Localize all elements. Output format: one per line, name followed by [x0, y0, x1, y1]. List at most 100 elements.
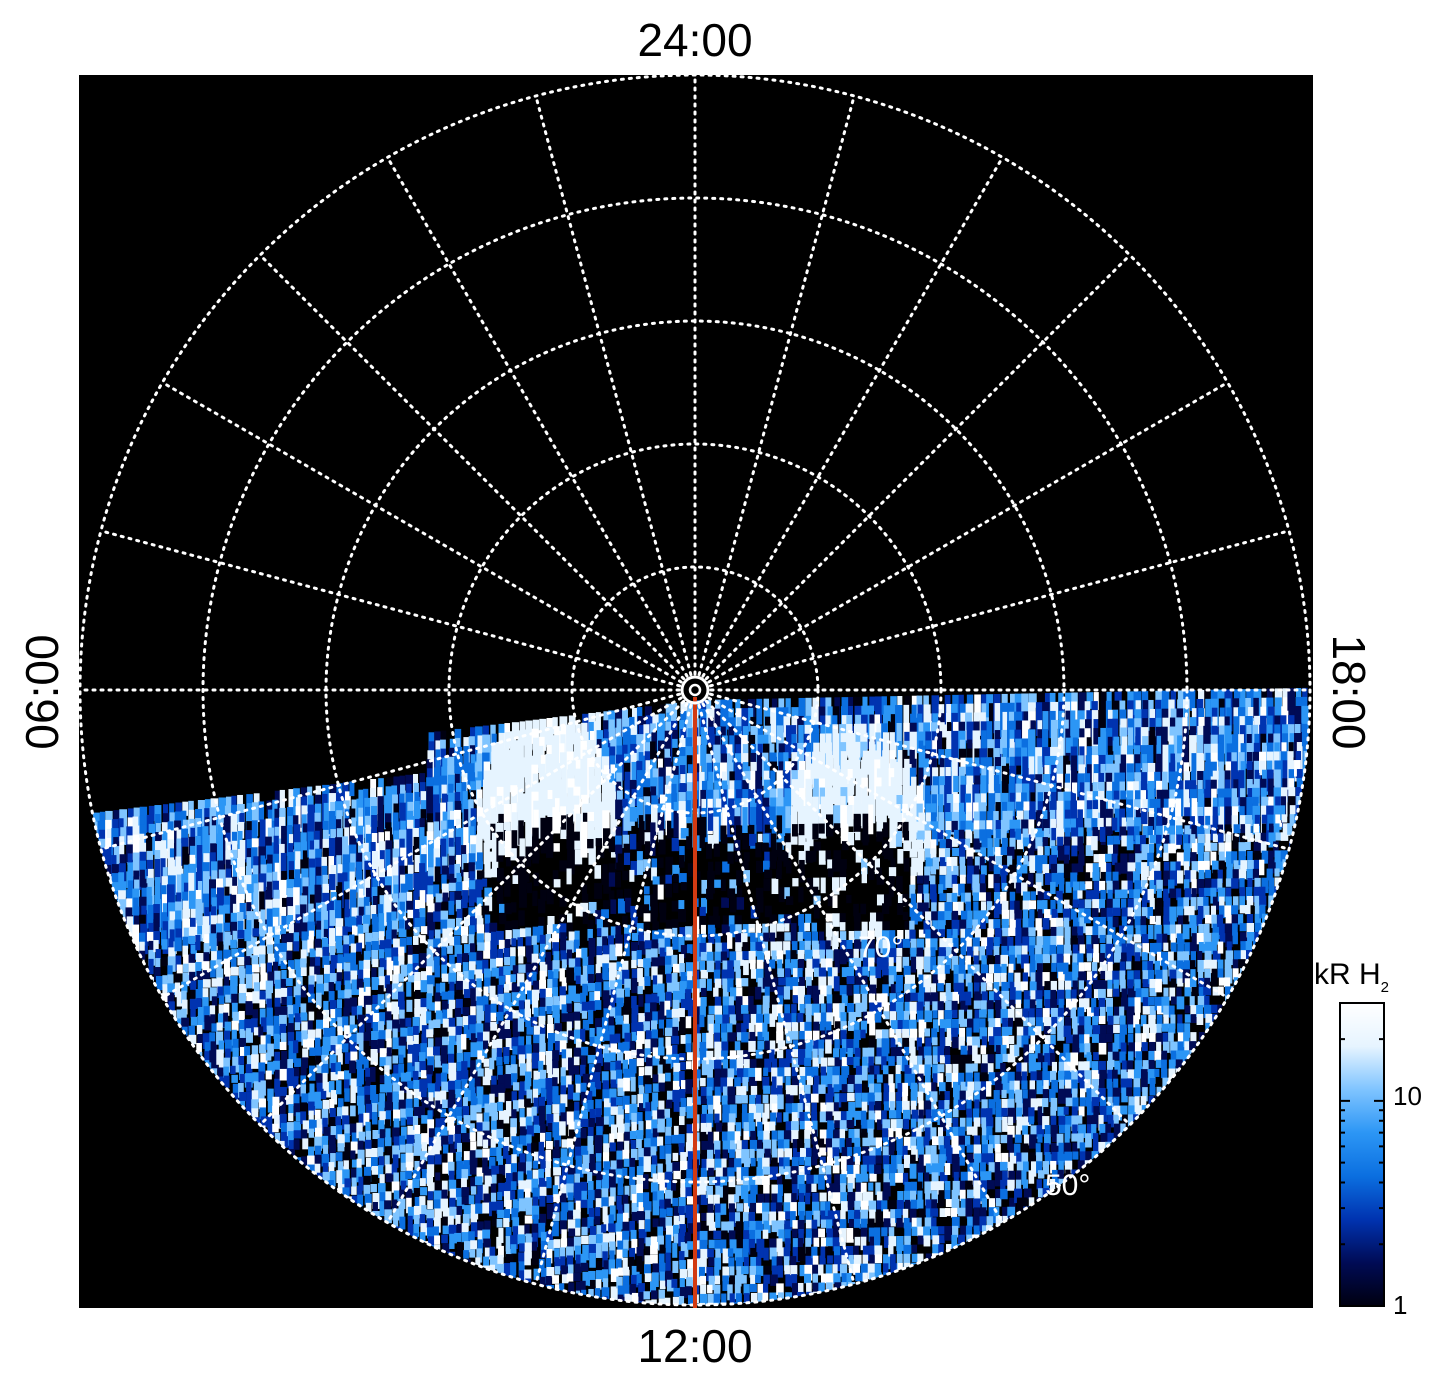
emission-pixel: [260, 909, 267, 928]
emission-pixel: [484, 869, 492, 878]
emission-pixel: [307, 1164, 316, 1176]
emission-pixel: [154, 886, 160, 904]
emission-pixel: [533, 1070, 541, 1083]
emission-pixel: [288, 924, 295, 935]
emission-pixel: [300, 1003, 307, 1018]
emission-pixel: [602, 954, 610, 969]
emission-pixel: [636, 905, 643, 917]
emission-pixel: [476, 996, 484, 1010]
emission-pixel: [223, 940, 229, 953]
emission-pixel: [686, 836, 694, 850]
emission-pixel: [609, 998, 615, 1010]
emission-pixel: [666, 1207, 673, 1217]
emission-pixel: [335, 918, 344, 928]
emission-pixel: [468, 880, 476, 896]
emission-pixel: [539, 1195, 546, 1207]
emission-pixel: [385, 1056, 392, 1070]
emission-pixel: [693, 997, 701, 1008]
emission-pixel: [650, 1281, 657, 1293]
emission-pixel: [665, 865, 672, 874]
emission-pixel: [517, 1018, 525, 1032]
emission-pixel: [427, 1056, 435, 1072]
emission-pixel: [295, 1085, 302, 1098]
emission-pixel: [615, 835, 622, 846]
emission-pixel: [708, 861, 714, 873]
emission-pixel: [470, 997, 478, 1008]
emission-pixel: [356, 1122, 363, 1139]
emission-pixel: [636, 1031, 645, 1044]
emission-pixel: [216, 1022, 223, 1031]
emission-pixel: [524, 1242, 533, 1259]
emission-pixel: [420, 935, 426, 944]
emission-pixel: [407, 1026, 415, 1036]
emission-pixel: [470, 1096, 479, 1109]
emission-pixel: [496, 957, 503, 967]
emission-pixel: [685, 926, 693, 941]
emission-pixel: [426, 993, 433, 1009]
emission-pixel: [608, 1115, 615, 1127]
emission-pixel: [267, 944, 274, 954]
emission-pixel: [336, 945, 343, 954]
emission-pixel: [371, 914, 380, 925]
emission-pixel: [658, 1019, 665, 1036]
emission-pixel: [638, 932, 645, 945]
emission-pixel: [616, 1249, 624, 1261]
emission-pixel: [328, 1162, 335, 1173]
emission-pixel: [624, 924, 632, 940]
emission-pixel: [329, 874, 336, 891]
emission-pixel: [708, 807, 715, 831]
emission-pixel: [581, 1046, 589, 1056]
emission-pixel: [456, 1070, 464, 1082]
emission-pixel: [490, 1102, 498, 1116]
emission-pixel: [209, 1005, 216, 1017]
emission-pixel: [518, 1099, 525, 1109]
emission-pixel: [539, 961, 548, 977]
emission-pixel: [455, 1214, 461, 1225]
emission-pixel: [518, 1000, 525, 1013]
emission-pixel: [440, 1198, 448, 1212]
emission-pixel: [300, 949, 307, 964]
emission-pixel: [610, 899, 617, 914]
emission-pixel: [223, 958, 230, 975]
emission-pixel: [622, 1230, 630, 1242]
emission-pixel: [595, 1243, 602, 1258]
emission-pixel: [631, 1121, 637, 1136]
emission-pixel: [372, 1139, 380, 1153]
emission-pixel: [694, 1240, 702, 1250]
emission-pixel: [651, 993, 660, 1004]
emission-pixel: [344, 1088, 350, 1102]
emission-pixel: [279, 1113, 287, 1128]
emission-pixel: [202, 1033, 210, 1049]
emission-pixel: [476, 1014, 482, 1024]
emission-pixel: [651, 957, 659, 969]
emission-pixel: [434, 929, 441, 943]
emission-pixel: [673, 882, 679, 893]
emission-pixel: [447, 1098, 455, 1112]
emission-pixel: [398, 1099, 407, 1110]
emission-pixel: [665, 1234, 672, 1248]
emission-pixel: [391, 929, 397, 940]
emission-pixel: [428, 1146, 436, 1156]
emission-pixel: [274, 979, 283, 991]
emission-pixel: [510, 902, 517, 913]
emission-pixel: [420, 926, 429, 935]
emission-pixel: [631, 977, 638, 994]
emission-pixel: [356, 915, 362, 927]
emission-pixel: [610, 1043, 618, 1054]
emission-pixel: [106, 864, 113, 880]
emission-pixel: [615, 1006, 622, 1022]
emission-pixel: [680, 945, 689, 959]
emission-pixel: [505, 1038, 514, 1051]
emission-pixel: [441, 1180, 448, 1196]
emission-pixel: [615, 1033, 621, 1043]
emission-pixel: [664, 739, 672, 757]
emission-pixel: [316, 920, 325, 936]
emission-pixel: [105, 837, 113, 856]
emission-pixel: [602, 963, 609, 979]
emission-pixel: [526, 1152, 533, 1169]
emission-pixel: [665, 1216, 672, 1228]
emission-pixel: [539, 1006, 546, 1021]
emission-pixel: [673, 1206, 680, 1222]
emission-pixel: [357, 1104, 366, 1115]
emission-pixel: [356, 951, 362, 965]
